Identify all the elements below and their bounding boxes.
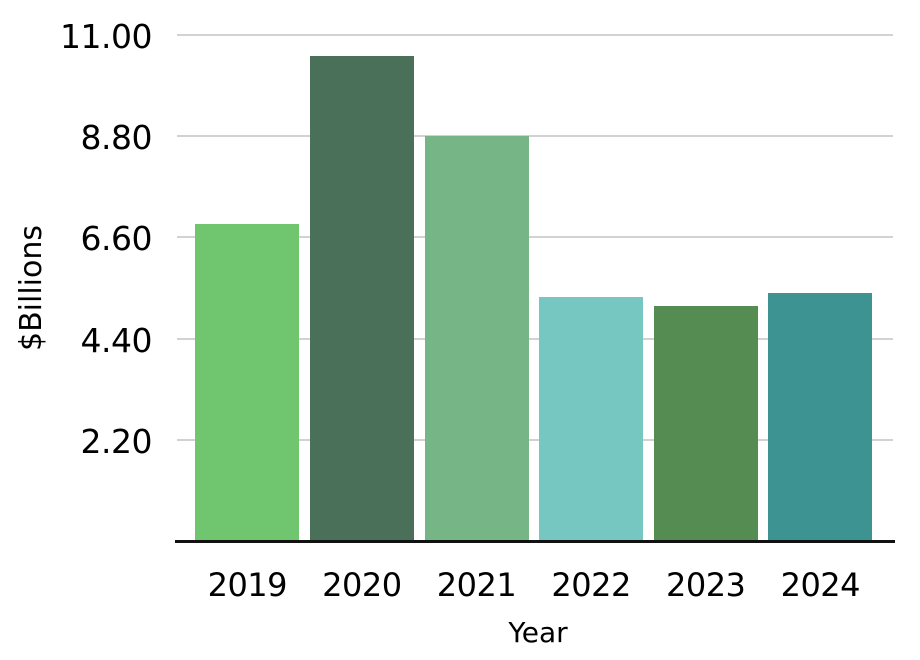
x-tick-label: 2020 — [322, 566, 402, 604]
y-tick-label: 6.60 — [80, 219, 153, 259]
x-tick-label: 2024 — [780, 566, 861, 604]
bar-2019 — [195, 223, 300, 541]
gridline — [177, 236, 893, 239]
gridline — [177, 337, 893, 340]
x-axis-title: Year — [508, 616, 568, 649]
y-tick-label: 4.40 — [80, 320, 153, 360]
x-axis-line — [175, 540, 895, 543]
gridline — [177, 438, 893, 441]
bar-2023 — [653, 306, 758, 541]
gridline — [177, 34, 893, 36]
bar-2021 — [424, 136, 529, 541]
x-tick-label: 2023 — [665, 566, 746, 604]
x-tick-label: 2019 — [207, 566, 288, 604]
gridline — [177, 135, 893, 138]
y-tick-label: 2.20 — [80, 421, 153, 461]
bar-2020 — [309, 55, 414, 541]
y-tick-label: 8.80 — [80, 118, 153, 158]
x-tick-label: 2021 — [436, 566, 517, 604]
y-tick-label: 11.00 — [60, 17, 152, 56]
bar-2022 — [539, 297, 644, 541]
x-tick-label: 2022 — [551, 566, 631, 604]
bar-2024 — [768, 292, 873, 541]
